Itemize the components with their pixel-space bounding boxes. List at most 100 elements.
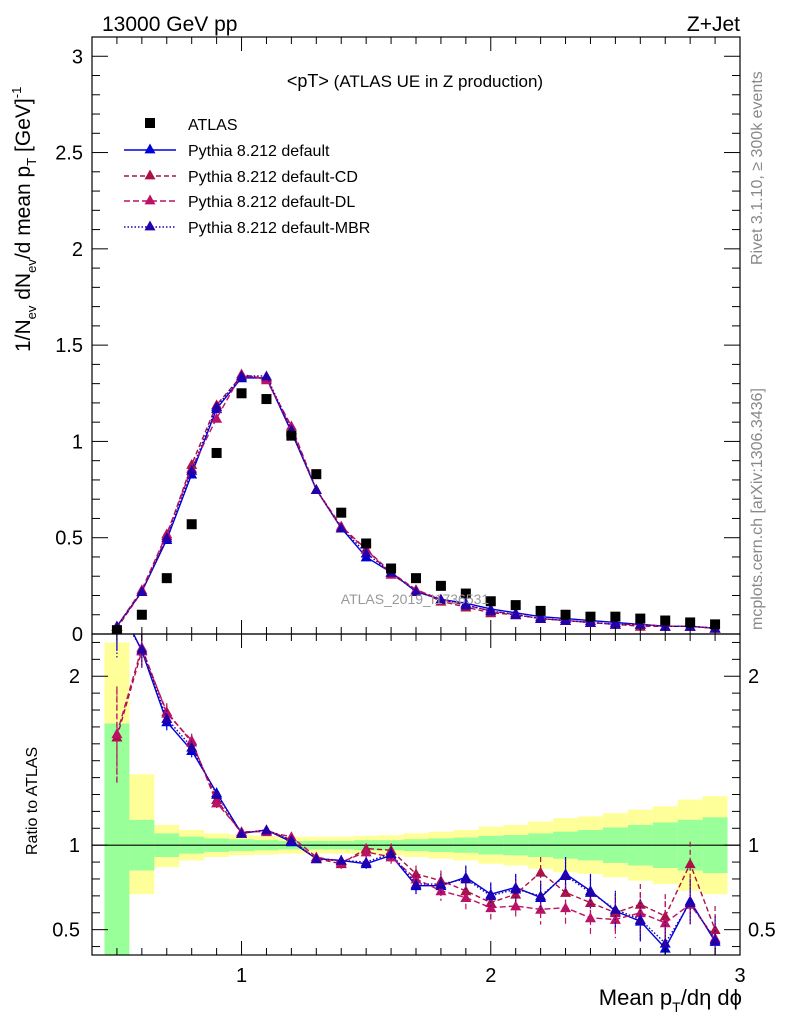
- ratio-panel: 1 2 3 0.5 0.5 1 1 2 2: [52, 595, 776, 987]
- main-point-atlas: [261, 394, 272, 405]
- ratio-point-default-mbr: [460, 873, 472, 884]
- ratio-point-default-mbr: [659, 937, 671, 948]
- ratio-point-default-mbr: [161, 712, 173, 723]
- main-point-atlas: [460, 588, 471, 599]
- main-y-axis-label: 1/Nev dNev/d mean pT [GeV]-1: [9, 87, 39, 352]
- legend-marker-default: [144, 143, 156, 154]
- main-point-default-mbr: [260, 370, 272, 381]
- ratio-y-tick-label-right: 1: [748, 835, 759, 857]
- main-title: <pT> (ATLAS UE in Z production): [287, 71, 543, 91]
- ratio-y-tick-label-left: 2: [69, 666, 80, 688]
- ratio-point-default-dl: [435, 885, 447, 896]
- main-point-default-mbr: [609, 618, 621, 629]
- main-point-atlas: [386, 563, 397, 574]
- main-point-atlas: [161, 573, 172, 584]
- main-point-atlas: [411, 573, 421, 584]
- main-point-atlas: [560, 609, 571, 620]
- ratio-point-default-mbr: [285, 834, 297, 845]
- ratio-point-default-dl: [460, 892, 472, 902]
- ratio-series-line-default-dl: [116, 645, 716, 939]
- main-point-atlas: [236, 388, 247, 399]
- ratio-point-default-dl: [360, 846, 372, 857]
- main-point-default-mbr: [510, 609, 522, 620]
- main-point-atlas: [435, 580, 446, 591]
- ratio-point-default-mbr: [410, 878, 422, 889]
- ratio-point-default-mbr: [535, 890, 547, 901]
- x-axis-label: Mean pT/dη dϕ: [599, 985, 742, 1015]
- ratio-point-default-cd: [535, 866, 547, 877]
- main-y-tick-label: 3: [72, 46, 83, 68]
- mcplots-label: mcplots.cern.ch [arXiv:1306.3436]: [749, 388, 766, 630]
- main-point-atlas: [510, 600, 521, 611]
- legend-marker-default-cd: [144, 169, 156, 180]
- rivet-version-label: Rivet 3.1.10, ≥ 300k events: [749, 71, 766, 265]
- header-energy-label: 13000 GeV pp: [102, 13, 237, 36]
- main-point-atlas: [186, 519, 197, 530]
- header-process-label: Z+Jet: [687, 13, 740, 36]
- main-point-default-mbr: [584, 616, 596, 627]
- ratio-point-default-dl: [161, 707, 173, 718]
- ratio-plot-area: [92, 595, 740, 955]
- ratio-point-default-mbr: [236, 827, 248, 838]
- ratio-point-default: [111, 595, 122, 605]
- main-point-default-mbr: [310, 484, 322, 494]
- ratio-point-default: [659, 942, 671, 953]
- main-panel: 0 0.5 1 1.5 2 2.5 3 ATLAS Pythia 8.212 default Py…: [55, 36, 741, 646]
- x-tick-label: 3: [734, 965, 745, 987]
- ratio-point-default-mbr: [335, 854, 347, 865]
- main-point-default-mbr: [535, 613, 547, 623]
- ratio-point-default-dl: [410, 873, 422, 884]
- ratio-point-default-mbr: [584, 886, 596, 897]
- ratio-point-default-mbr: [186, 741, 198, 752]
- ratio-point-default-mbr: [360, 856, 372, 867]
- legend-label: Pythia 8.212 default-CD: [188, 169, 358, 186]
- main-point-default-dl: [211, 412, 223, 423]
- main-title-subtitle: (ATLAS UE in Z production): [334, 72, 543, 91]
- ratio-point-default-mbr: [310, 853, 322, 864]
- main-point-default-mbr: [485, 605, 497, 616]
- ratio-point-default-mbr: [609, 903, 621, 914]
- ratio-y-tick-label-right: 2: [748, 666, 759, 688]
- ratio-point-default-dl: [560, 902, 572, 913]
- ratio-y-tick-label-left: 1: [69, 835, 80, 857]
- main-y-tick-label: 0.5: [55, 528, 83, 550]
- main-point-default-mbr: [560, 615, 572, 625]
- main-point-default-mbr: [186, 464, 198, 475]
- main-point-default-mbr: [435, 593, 447, 604]
- ratio-y-tick-label-left: 0.5: [52, 920, 80, 942]
- main-point-default-mbr: [236, 370, 248, 381]
- ratio-point-default-dl: [111, 728, 123, 739]
- main-point-atlas: [660, 615, 671, 626]
- main-point-atlas: [710, 619, 721, 630]
- main-point-atlas: [585, 611, 596, 622]
- x-tick-label: 1: [236, 965, 247, 987]
- ratio-point-default-mbr: [634, 914, 646, 924]
- main-point-atlas: [136, 609, 147, 620]
- main-y-tick-label: 0: [72, 624, 83, 646]
- main-y-tick-label: 1: [72, 431, 83, 453]
- ratio-point-default-mbr: [136, 643, 148, 654]
- legend-label: Pythia 8.212 default-DL: [188, 194, 355, 211]
- ratio-point-default-mbr: [485, 890, 497, 901]
- ratio-point-default-mbr: [510, 883, 522, 894]
- main-point-default-mbr: [360, 547, 372, 558]
- main-point-default-mbr: [211, 401, 223, 412]
- main-y-tick-label: 2.5: [55, 143, 83, 165]
- ratio-point-default-cd: [684, 858, 696, 869]
- ratio-point-default-mbr: [684, 897, 696, 908]
- main-point-atlas: [485, 596, 496, 607]
- legend-label: ATLAS: [188, 117, 238, 134]
- main-point-atlas: [610, 611, 621, 622]
- main-point-atlas: [535, 605, 546, 616]
- ratio-point-default-mbr: [385, 848, 397, 859]
- ratio-point-default-mbr: [211, 789, 223, 799]
- ratio-point-default-dl: [485, 902, 497, 913]
- legend-marker-default-dl: [144, 194, 156, 205]
- main-point-default-mbr: [659, 620, 671, 631]
- ratio-point-default-dl: [634, 907, 646, 918]
- ratio-point-default-dl: [211, 797, 223, 808]
- main-title-name: <pT>: [287, 71, 329, 91]
- ratio-point-default-dl: [584, 912, 596, 923]
- ratio-point-default-mbr: [709, 934, 721, 945]
